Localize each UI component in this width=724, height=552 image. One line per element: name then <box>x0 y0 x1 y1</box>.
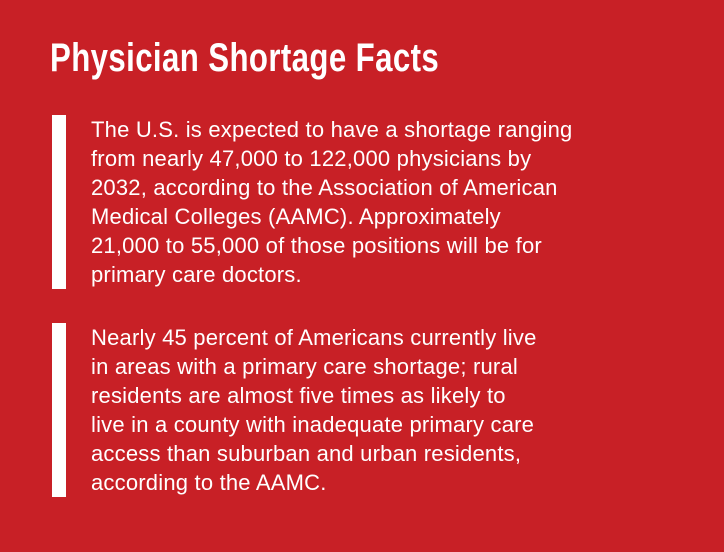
fact-text-line: 21,000 to 55,000 of those positions will… <box>91 233 542 258</box>
fact-text-line: 2032, according to the Association of Am… <box>91 175 558 200</box>
fact-text-line: from nearly 47,000 to 122,000 physicians… <box>91 146 532 171</box>
fact-text-line: Nearly 45 percent of Americans currently… <box>91 325 537 350</box>
fact-text-line: The U.S. is expected to have a shortage … <box>91 117 573 142</box>
fact-text-line: in areas with a primary care shortage; r… <box>91 354 518 379</box>
fact-text-line: residents are almost five times as likel… <box>91 383 506 408</box>
fact-text-line: according to the AAMC. <box>91 470 327 495</box>
fact-block: The U.S. is expected to have a shortage … <box>52 115 702 289</box>
fact-text-line: live in a county with inadequate primary… <box>91 412 535 437</box>
fact-text-line: Medical Colleges (AAMC). Approximately <box>91 204 501 229</box>
accent-bar <box>52 115 66 289</box>
fact-text-line: primary care doctors. <box>91 262 302 287</box>
accent-bar <box>52 323 66 497</box>
fact-text-line: access than suburban and urban residents… <box>91 441 522 466</box>
title: Physician Shortage Facts <box>50 36 440 80</box>
fact-block: Nearly 45 percent of Americans currently… <box>52 323 702 497</box>
